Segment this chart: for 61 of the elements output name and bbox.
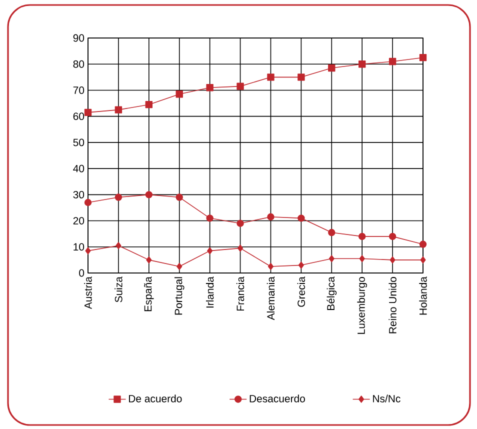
- point: [298, 74, 305, 81]
- y-tick-label: 80: [73, 60, 84, 68]
- x-tick-label: Luxemburgo: [357, 276, 367, 334]
- y-tick-label: 50: [73, 138, 84, 146]
- point: [388, 232, 396, 240]
- x-tick-label: Holanda: [419, 276, 427, 315]
- point: [328, 228, 336, 236]
- point: [114, 106, 122, 114]
- y-tick-label: 10: [74, 243, 84, 251]
- point: [298, 214, 305, 222]
- y-tick-label: 0: [79, 269, 84, 277]
- x-tick-label: Reino Unido: [388, 276, 396, 334]
- point: [84, 108, 92, 116]
- point: [176, 194, 183, 201]
- point: [236, 82, 244, 90]
- point: [237, 244, 244, 252]
- y-tick-label: 30: [73, 190, 84, 198]
- y-tick-label: 40: [73, 164, 84, 172]
- point: [145, 100, 153, 108]
- point: [268, 262, 274, 270]
- point: [145, 191, 153, 198]
- x-tick-label: Francia: [236, 276, 244, 311]
- point: [207, 247, 213, 254]
- y-tick-label: 60: [73, 112, 84, 120]
- point: [114, 194, 122, 201]
- x-tick-label: Austria: [84, 276, 92, 310]
- y-tick-label: 90: [73, 34, 84, 42]
- point: [267, 213, 274, 220]
- point: [85, 247, 91, 254]
- x-tick-label: Suiza: [114, 276, 122, 302]
- point: [176, 262, 182, 270]
- y-tick-label: 70: [73, 86, 84, 94]
- point: [298, 262, 304, 269]
- x-tick-label: España: [144, 276, 154, 312]
- point: [328, 64, 336, 72]
- point: [206, 214, 214, 222]
- point: [176, 90, 183, 98]
- point: [206, 84, 214, 92]
- legend-label: Ns/Nc: [373, 394, 400, 402]
- x-tick-label: Portugal: [174, 277, 184, 315]
- point: [390, 256, 396, 264]
- point: [419, 54, 427, 62]
- legend-label: Desacuerdo: [250, 394, 305, 402]
- point: [419, 240, 427, 248]
- x-tick-label: Irlanda: [206, 276, 214, 308]
- point: [146, 256, 152, 264]
- point: [236, 220, 244, 227]
- point: [388, 58, 396, 66]
- point: [358, 232, 366, 240]
- point: [84, 198, 92, 206]
- point: [359, 255, 365, 262]
- point: [420, 256, 426, 264]
- legend-label: De acuerdo: [128, 394, 182, 402]
- y-tick-label: 20: [73, 217, 84, 224]
- x-tick-label: Alemania: [266, 276, 275, 320]
- x-tick-label: Bélgica: [326, 276, 337, 310]
- point: [358, 60, 366, 68]
- point: [267, 74, 274, 81]
- point: [328, 255, 334, 262]
- point: [116, 242, 122, 250]
- x-tick-label: Grecia: [297, 276, 306, 307]
